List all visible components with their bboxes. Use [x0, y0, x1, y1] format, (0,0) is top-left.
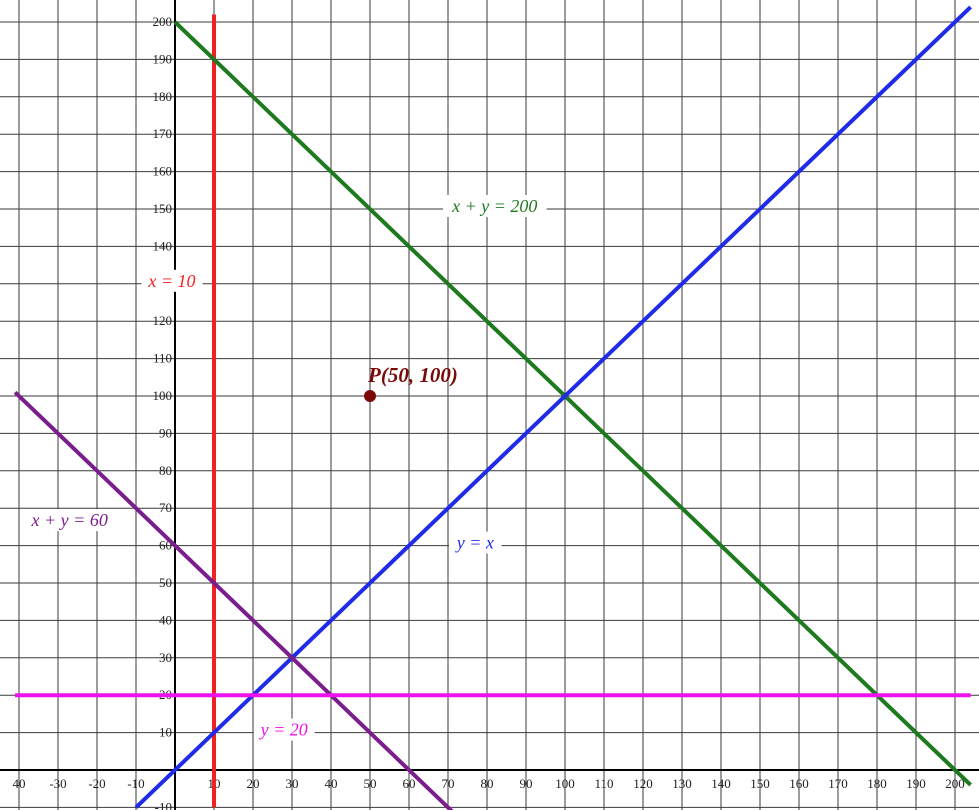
series-label: y = x [455, 533, 494, 553]
point-label: P(50, 100) [367, 363, 458, 387]
series-lines [13, 5, 972, 810]
series-label: x + y = 60 [31, 510, 108, 530]
y-tick-label: 150 [153, 201, 173, 216]
x-tick-label: 40 [13, 776, 26, 791]
y-tick-label: 110 [153, 351, 172, 366]
y-tick-label: 80 [159, 463, 172, 478]
x-tick-label: 170 [828, 776, 848, 791]
point-marker [364, 390, 376, 402]
x-tick-labels: 40-30-20-1010203040506070809010011012013… [13, 776, 965, 791]
y-tick-label: 70 [159, 500, 172, 515]
series-label-background [443, 195, 547, 217]
x-tick-label: 180 [867, 776, 887, 791]
x-tick-label: 30 [286, 776, 299, 791]
x-tick-label: -30 [49, 776, 66, 791]
x-tick-label: 120 [633, 776, 653, 791]
x-tick-label: -10 [127, 776, 144, 791]
y-tick-label: 200 [153, 14, 173, 29]
series-label-background [141, 269, 203, 292]
series-label-background [449, 531, 502, 554]
y-tick-label: 160 [153, 164, 173, 179]
series-label: y = 20 [259, 720, 308, 740]
points: P(50, 100) [364, 363, 458, 402]
y-tick-label: 170 [153, 126, 173, 141]
x-tick-label: 130 [672, 776, 692, 791]
y-tick-label: 180 [153, 89, 173, 104]
x-tick-label: 160 [789, 776, 809, 791]
x-tick-label: 50 [364, 776, 377, 791]
x-tick-label: 40 [325, 776, 338, 791]
x-tick-label: -20 [88, 776, 105, 791]
y-tick-label: 190 [153, 51, 173, 66]
x-tick-label: 190 [906, 776, 926, 791]
x-tick-label: 20 [247, 776, 260, 791]
series-label-background [22, 509, 118, 532]
y-tick-label: 30 [159, 650, 172, 665]
series-line [13, 390, 454, 810]
series-label: x + y = 200 [451, 196, 537, 216]
series-label-background [253, 718, 315, 741]
y-tick-label: 140 [153, 238, 173, 253]
x-tick-label: 140 [711, 776, 731, 791]
series-labels: x = 10 x + y = 200 y = x x + y = 60 y = 20 [22, 195, 547, 741]
y-tick-label: 90 [159, 425, 172, 440]
y-tick-label: -10 [155, 799, 172, 810]
x-tick-label: 60 [403, 776, 416, 791]
y-tick-label: 10 [159, 725, 172, 740]
y-tick-label: 40 [159, 612, 172, 627]
x-tick-label: 80 [481, 776, 494, 791]
x-tick-label: 150 [750, 776, 770, 791]
x-tick-label: 110 [594, 776, 613, 791]
y-tick-label: 120 [153, 313, 173, 328]
x-tick-label: 90 [520, 776, 533, 791]
y-tick-label: 50 [159, 575, 172, 590]
x-tick-label: 70 [442, 776, 455, 791]
x-tick-label: 100 [555, 776, 575, 791]
series-label: x = 10 [147, 271, 195, 291]
y-tick-label: 100 [153, 388, 173, 403]
series-line [173, 20, 972, 787]
series-line [134, 5, 972, 809]
x-tick-label: 200 [945, 776, 965, 791]
